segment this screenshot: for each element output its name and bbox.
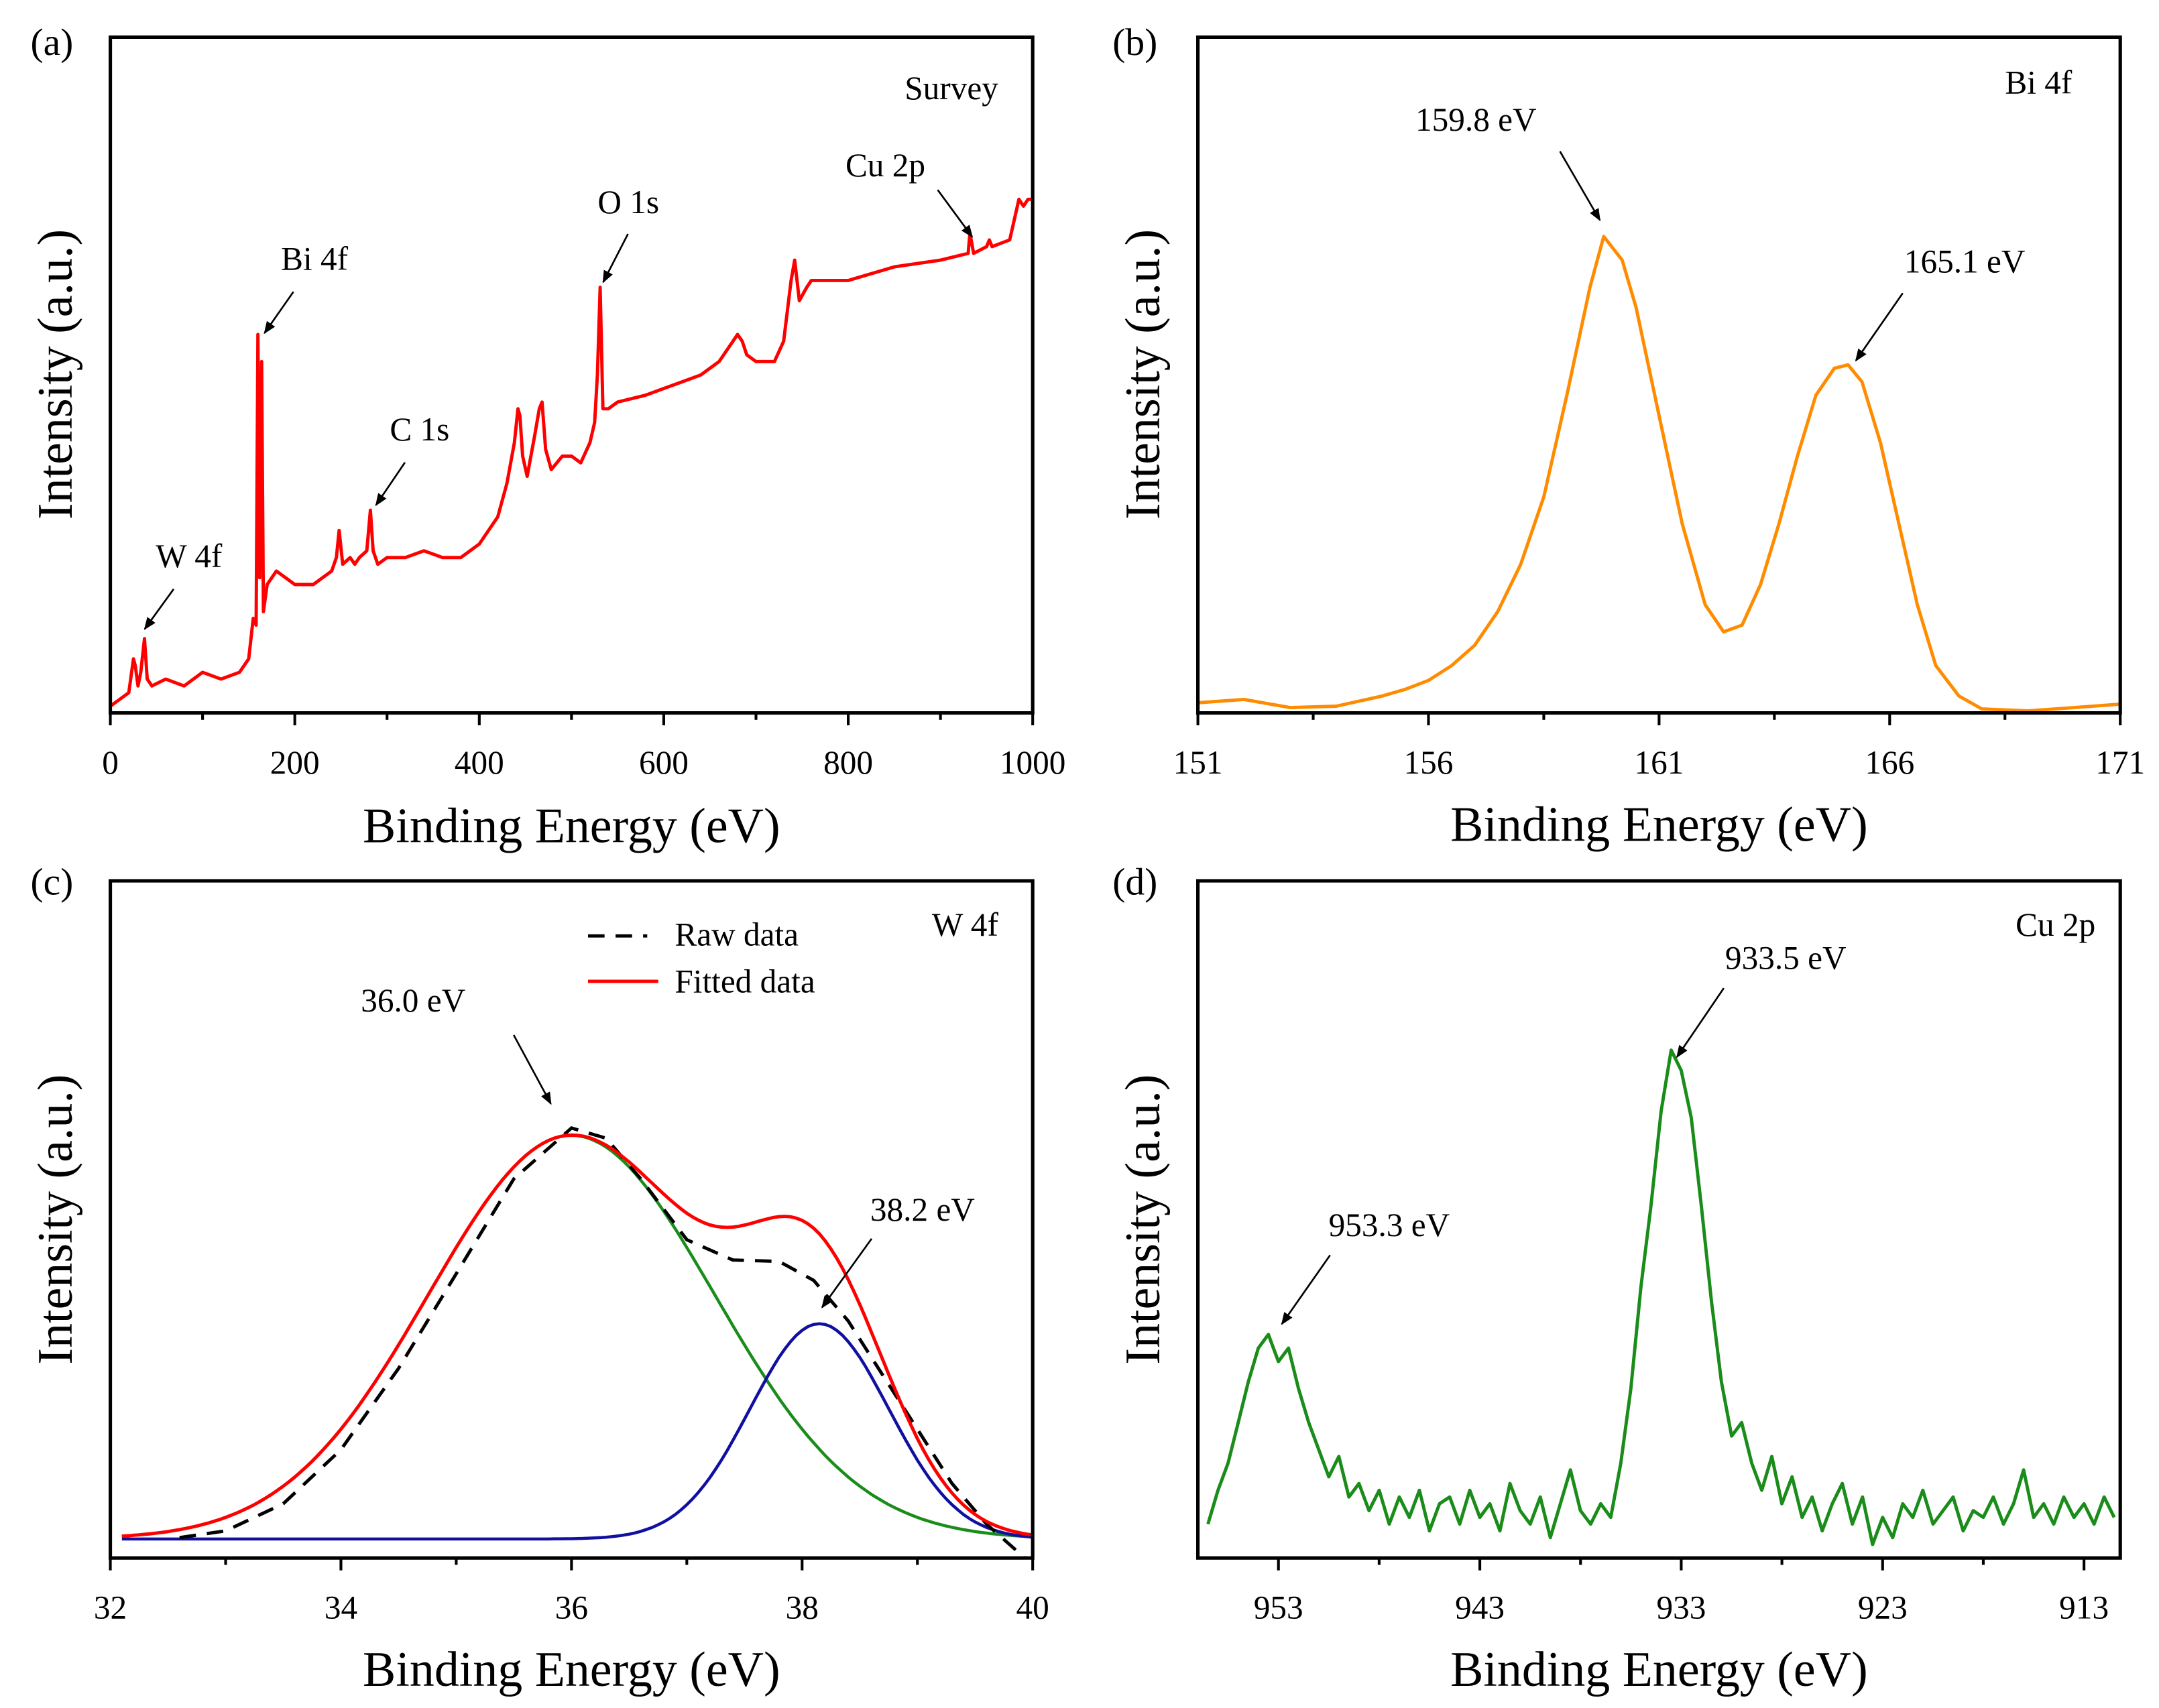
annotation-arrow	[264, 291, 294, 334]
x-tick-label: 943	[1455, 1589, 1505, 1626]
peak-annotation: C 1s	[390, 411, 449, 448]
panel-tag: Bi 4f	[2005, 64, 2072, 101]
series-line	[1206, 1048, 2116, 1546]
plot-frame	[1196, 35, 2122, 715]
panel-label: (b)	[1112, 21, 1157, 64]
annotation-arrow	[143, 588, 175, 630]
x-tick-label: 36	[555, 1589, 588, 1626]
plot-area	[1206, 1048, 2116, 1546]
x-tick-label: 38	[786, 1589, 819, 1626]
panel-d: 953 943 933 923 913 (d) Cu 2p Binding Energy (e…	[1112, 861, 2122, 1697]
x-axis-title: Binding Energy (eV)	[363, 1642, 780, 1697]
plot-area	[110, 197, 1033, 708]
plot-frame	[1196, 879, 2122, 1560]
panel-tag: Survey	[905, 70, 998, 107]
x-tick-label: 34	[325, 1589, 357, 1626]
raw-data-line	[179, 1126, 1028, 1559]
annotation-arrow	[821, 1238, 873, 1309]
x-tick-label: 32	[94, 1589, 127, 1626]
x-tick-label: 161	[1634, 744, 1684, 781]
series-line	[110, 197, 1033, 708]
x-tick-label: 600	[639, 744, 689, 781]
annotation-arrow	[512, 1034, 552, 1105]
peak-annotation: 38.2 eV	[870, 1191, 975, 1228]
x-tick-label: 200	[270, 744, 320, 781]
x-tick-label: 0	[102, 744, 119, 781]
y-axis-title: Intensity (a.u.)	[27, 229, 82, 520]
x-tick-label: 40	[1016, 1589, 1049, 1626]
panel-label: (c)	[30, 861, 73, 904]
x-axis-title: Binding Energy (eV)	[363, 798, 780, 853]
x-tick-label: 933	[1656, 1589, 1706, 1626]
peak-annotation: 953.3 eV	[1329, 1207, 1450, 1243]
panel-tag: W 4f	[932, 906, 999, 943]
x-tick-label: 923	[1858, 1589, 1908, 1626]
annotation-arrow	[375, 462, 406, 507]
x-tick-label: 800	[823, 744, 873, 781]
y-axis-title: Intensity (a.u.)	[27, 1075, 82, 1365]
peak-annotation: O 1s	[597, 184, 659, 221]
panel-c: 32 34 36 38 40 Raw data Fitted data (c) W 4f Bind…	[27, 861, 1049, 1697]
x-tick-label: 156	[1404, 744, 1454, 781]
x-tick-label: 953	[1254, 1589, 1303, 1626]
peak-annotation: Cu 2p	[845, 147, 925, 184]
plot-frame	[108, 879, 1035, 1560]
plot-area	[121, 1126, 1033, 1559]
plot-frame	[108, 35, 1035, 715]
x-tick-label: 913	[2059, 1589, 2109, 1626]
legend-label-fit: Fitted data	[675, 963, 815, 999]
fit-component-1	[121, 1322, 1033, 1541]
panel-a: 0 200 400 600 800 1000 (a) Survey Binding Energy…	[27, 21, 1065, 853]
plot-area	[1198, 235, 2121, 713]
panel-label: (d)	[1112, 861, 1157, 904]
peak-annotation: 933.5 eV	[1725, 939, 1847, 976]
x-tick-label: 1000	[1000, 744, 1066, 781]
peak-annotation: 36.0 eV	[361, 982, 465, 1019]
annotation-arrow	[1281, 1254, 1331, 1325]
x-tick-label: 151	[1173, 744, 1223, 781]
peak-annotation: W 4f	[156, 538, 223, 574]
panel-tag: Cu 2p	[2016, 906, 2095, 943]
x-tick-label: 400	[455, 744, 504, 781]
annotation-arrow	[1855, 292, 1904, 362]
panel-label: (a)	[30, 21, 73, 64]
x-tick-label: 171	[2095, 744, 2145, 781]
legend: Raw data Fitted data	[588, 916, 815, 999]
legend-label-raw: Raw data	[675, 916, 799, 953]
annotation-arrow	[1559, 151, 1601, 222]
annotation-arrow	[937, 189, 973, 238]
fitted-data-line	[121, 1133, 1033, 1538]
y-axis-title: Intensity (a.u.)	[1115, 229, 1170, 520]
y-axis-title: Intensity (a.u.)	[1115, 1075, 1170, 1365]
panel-b: 151 156 161 166 171 (b) Bi 4f Binding Energy (e…	[1112, 21, 2145, 851]
annotation-arrow	[602, 233, 629, 284]
x-axis-title: Binding Energy (eV)	[1450, 796, 1868, 851]
peak-annotation: 159.8 eV	[1415, 101, 1537, 138]
peak-annotation: Bi 4f	[281, 240, 348, 277]
series-line	[1198, 235, 2121, 713]
x-axis-title: Binding Energy (eV)	[1450, 1642, 1868, 1697]
annotation-arrow	[1676, 987, 1725, 1058]
x-tick-label: 166	[1865, 744, 1914, 781]
peak-annotation: 165.1 eV	[1904, 243, 2026, 280]
